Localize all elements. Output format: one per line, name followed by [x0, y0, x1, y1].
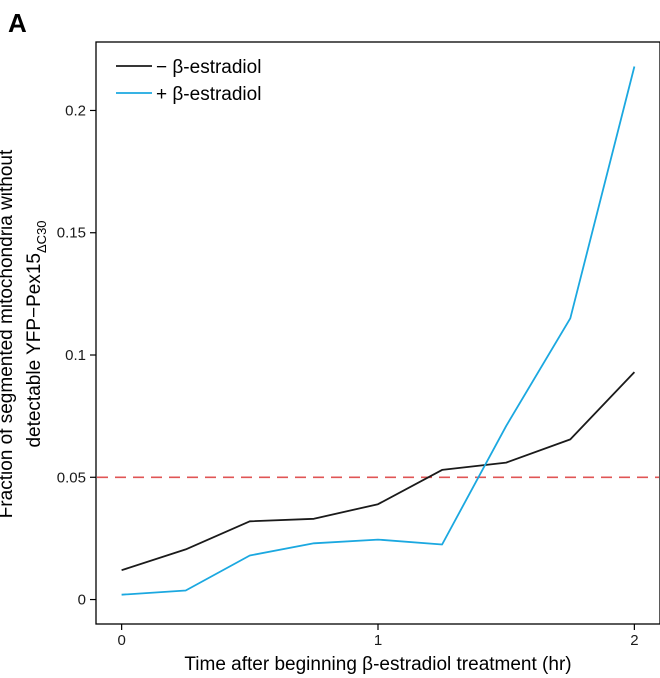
series-line-plus-estradiol — [121, 66, 636, 596]
y-axis-title-subscript: ΔC30 — [34, 220, 49, 253]
legend-label: + β-estradiol — [156, 84, 261, 105]
x-tick-label: 0 — [117, 632, 125, 649]
series-line-minus-estradiol — [121, 371, 636, 572]
x-tick-label: 2 — [630, 632, 638, 649]
legend: − β-estradiol + β-estradiol — [116, 57, 261, 105]
y-tick-label: 0.1 — [65, 347, 86, 364]
y-tick-label: 0.05 — [57, 469, 86, 486]
y-axis-title-line1: Fraction of segmented mitochondria witho… — [0, 149, 17, 518]
y-axis-title-line2-main: detectable YFP−Pex15 — [24, 253, 45, 448]
y-axis-ticks: 0 0.05 0.1 0.15 0.2 — [57, 102, 96, 609]
y-axis-title: Fraction of segmented mitochondria witho… — [0, 149, 49, 518]
panel-label: A — [8, 8, 27, 38]
legend-label: − β-estradiol — [156, 57, 261, 78]
y-tick-label: 0.15 — [57, 225, 86, 242]
y-tick-label: 0 — [78, 592, 86, 609]
series-lines — [121, 66, 636, 596]
x-axis-ticks: 0 1 2 — [117, 624, 639, 649]
y-tick-label: 0.2 — [65, 102, 86, 119]
y-axis-title-line2: detectable YFP−Pex15ΔC30 — [24, 220, 49, 447]
x-axis-title: Time after beginning β-estradiol treatme… — [184, 654, 571, 675]
plot-frame — [95, 41, 660, 625]
x-tick-label: 1 — [374, 632, 382, 649]
